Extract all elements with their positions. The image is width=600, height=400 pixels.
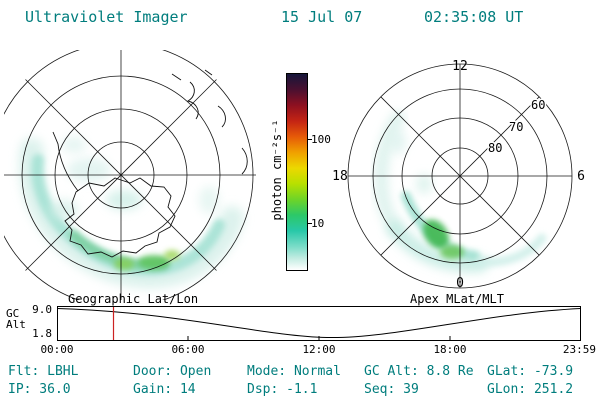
status-dsp: Dsp: -1.1 [247,382,318,397]
time-label: 02:35:08 UT [424,8,524,26]
status-gcalt: GC Alt: 8.8 Re [364,364,474,379]
status-door: Door: Open [133,364,212,379]
status-gain: Gain: 14 [133,382,196,397]
colorbar-gradient [286,73,308,271]
x-tick-2359: 23:59 [562,343,596,356]
mlt-label-12: 12 [452,59,468,74]
ring-label-60: 60 [531,98,545,112]
app-title: Ultraviolet Imager [25,8,188,26]
mlt-label-18: 18 [332,169,348,184]
mlt-label-6: 6 [577,169,585,184]
ring-label-70: 70 [509,120,523,134]
colorbar-tick-mark-10 [307,223,312,224]
status-mode: Mode: Normal [247,364,341,379]
mlt-label-0: 0 [456,276,464,291]
apex-grid [347,63,573,289]
apex-plot-caption: Apex MLat/MLT [410,292,504,306]
colorbar-label: photon cm⁻²s⁻¹ [270,119,284,221]
altitude-curve [57,308,581,339]
x-tick-0000: 00:00 [40,343,74,356]
aurora-geo [18,137,244,289]
x-tick-1800: 18:00 [433,343,467,356]
alt-ymax-label: 9.0 [32,303,52,316]
colorbar-tick-10: 10 [311,217,325,230]
geographic-map [4,50,256,300]
status-seq: Seq: 39 [364,382,419,397]
geo-grid [4,50,256,300]
x-tick-0600: 06:00 [171,343,205,356]
date-label: 15 Jul 07 [281,8,363,26]
x-tick-1200: 12:00 [302,343,336,356]
status-ip: IP: 36.0 [8,382,71,397]
status-glat: GLat: -73.9 [487,364,574,379]
ring-label-80: 80 [488,141,502,155]
altitude-plot [57,306,581,341]
status-filter: Flt: LBHL [8,364,79,379]
alt-axis-title: GC Alt [6,307,26,331]
status-glon: GLon: 251.2 [487,382,574,397]
apex-polar-plot: 60 70 80 [347,63,573,289]
colorbar-tick-mark-100 [307,139,312,140]
aurora-apex [374,111,547,273]
geo-plot-caption: Geographic Lat/Lon [68,292,199,306]
altitude-plot-frame [57,306,581,341]
coastline [52,69,248,258]
colorbar-tick-100: 100 [311,133,331,146]
alt-ymin-label: 1.8 [32,327,52,340]
